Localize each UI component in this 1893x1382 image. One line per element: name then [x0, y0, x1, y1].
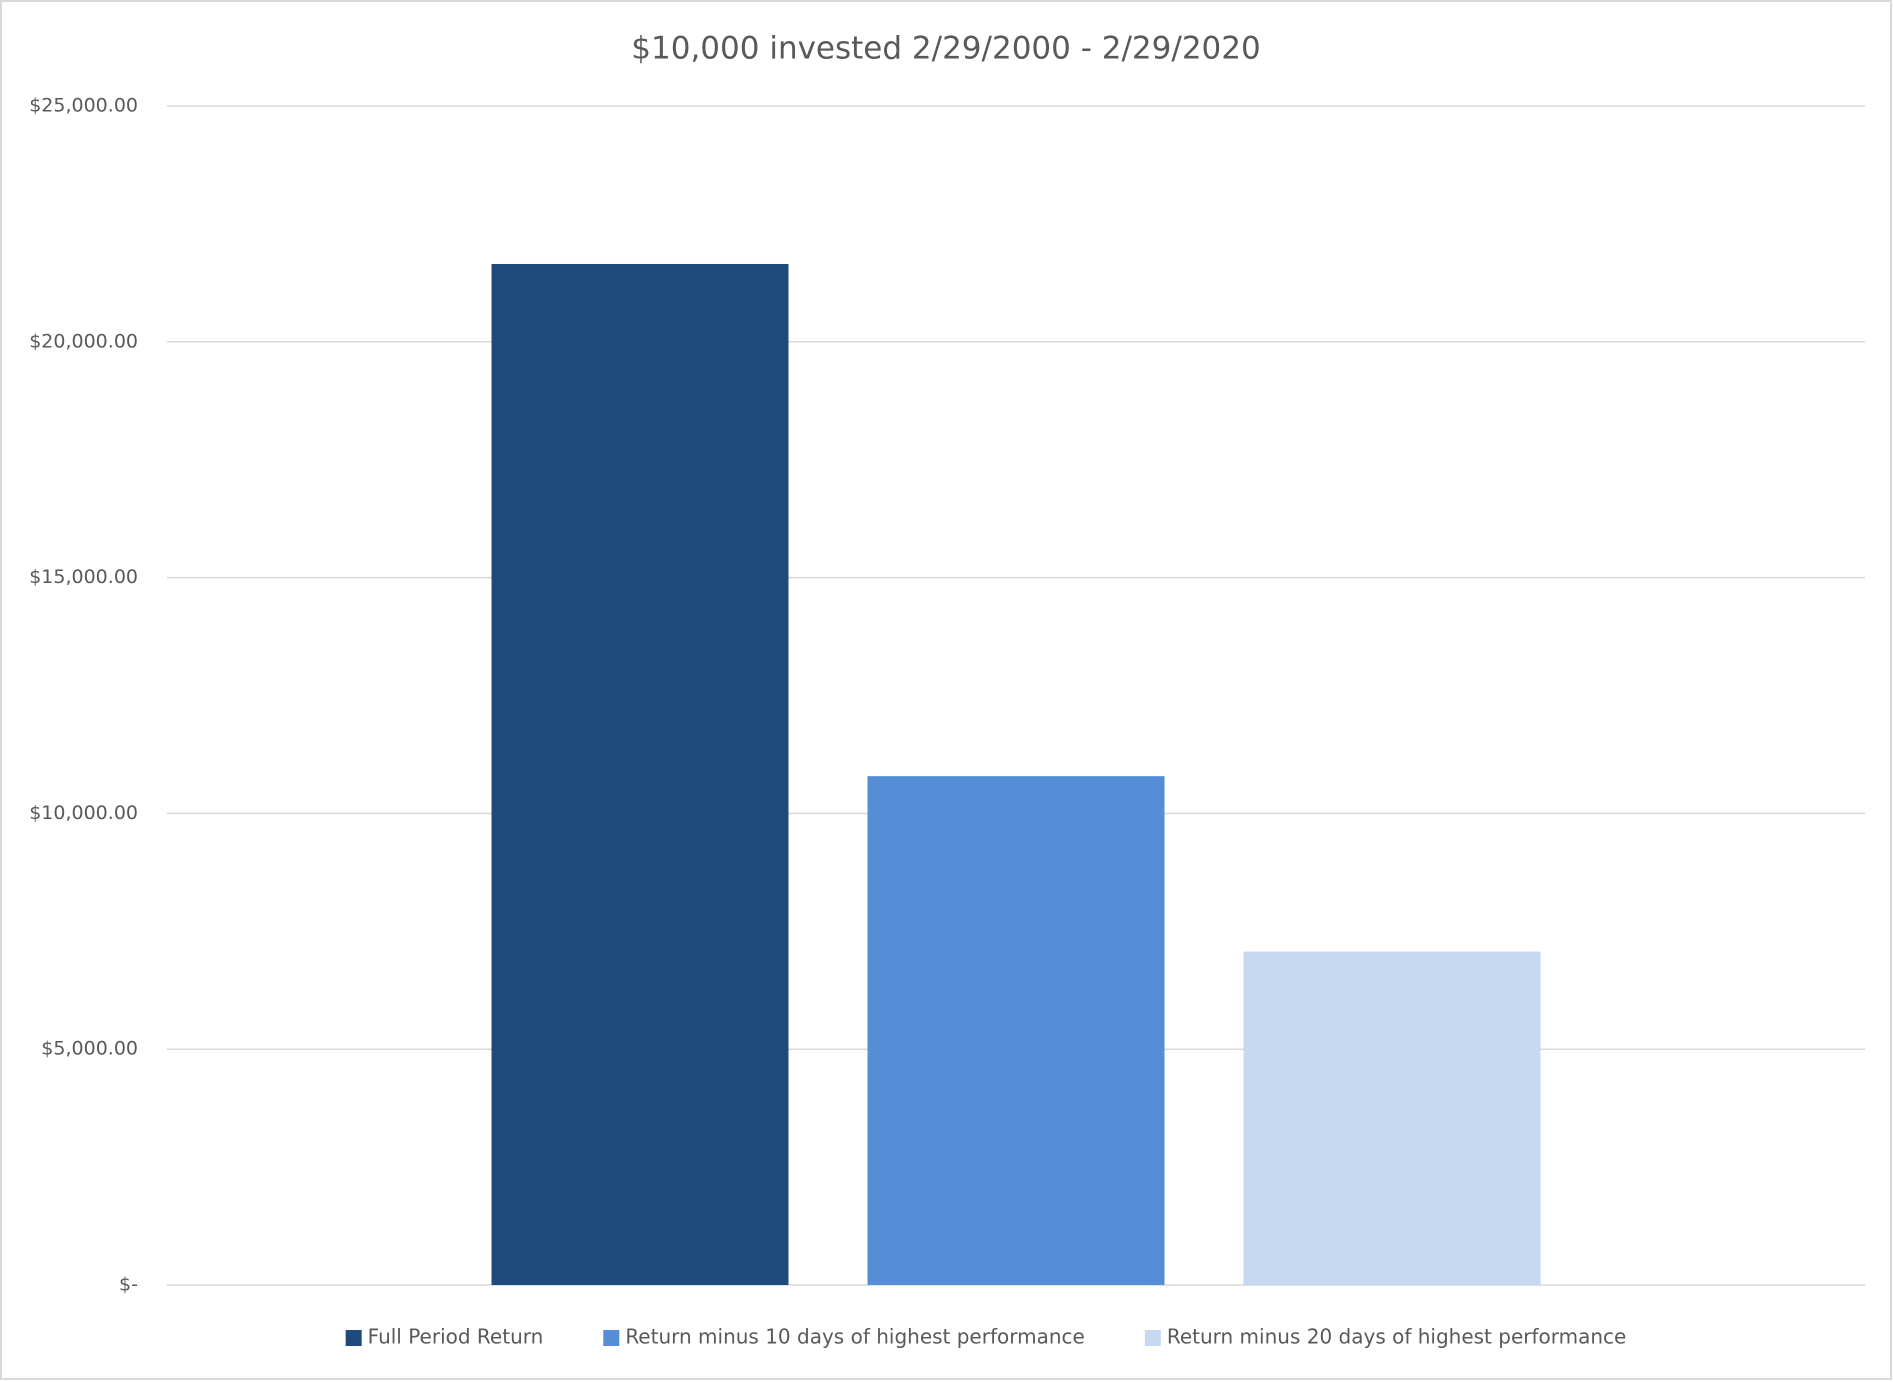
y-tick-label: $15,000.00: [29, 566, 138, 588]
bar: [1243, 951, 1541, 1285]
y-tick-label: $25,000.00: [29, 95, 138, 117]
y-tick-label: $5,000.00: [41, 1038, 138, 1060]
legend-swatch: [603, 1330, 620, 1346]
bar: [867, 776, 1165, 1285]
bar: [491, 263, 789, 1286]
legend-swatch: [1144, 1330, 1161, 1346]
y-tick-label: $20,000.00: [29, 330, 138, 352]
y-tick-label: $10,000.00: [29, 802, 138, 824]
legend-label: Return minus 10 days of highest performa…: [625, 1325, 1085, 1349]
y-tick-label: $-: [119, 1274, 138, 1296]
legend-swatch: [345, 1330, 362, 1346]
chart-title: $10,000 invested 2/29/2000 - 2/29/2020: [631, 31, 1260, 67]
legend-label: Return minus 20 days of highest performa…: [1167, 1325, 1627, 1349]
legend-label: Full Period Return: [368, 1325, 544, 1349]
